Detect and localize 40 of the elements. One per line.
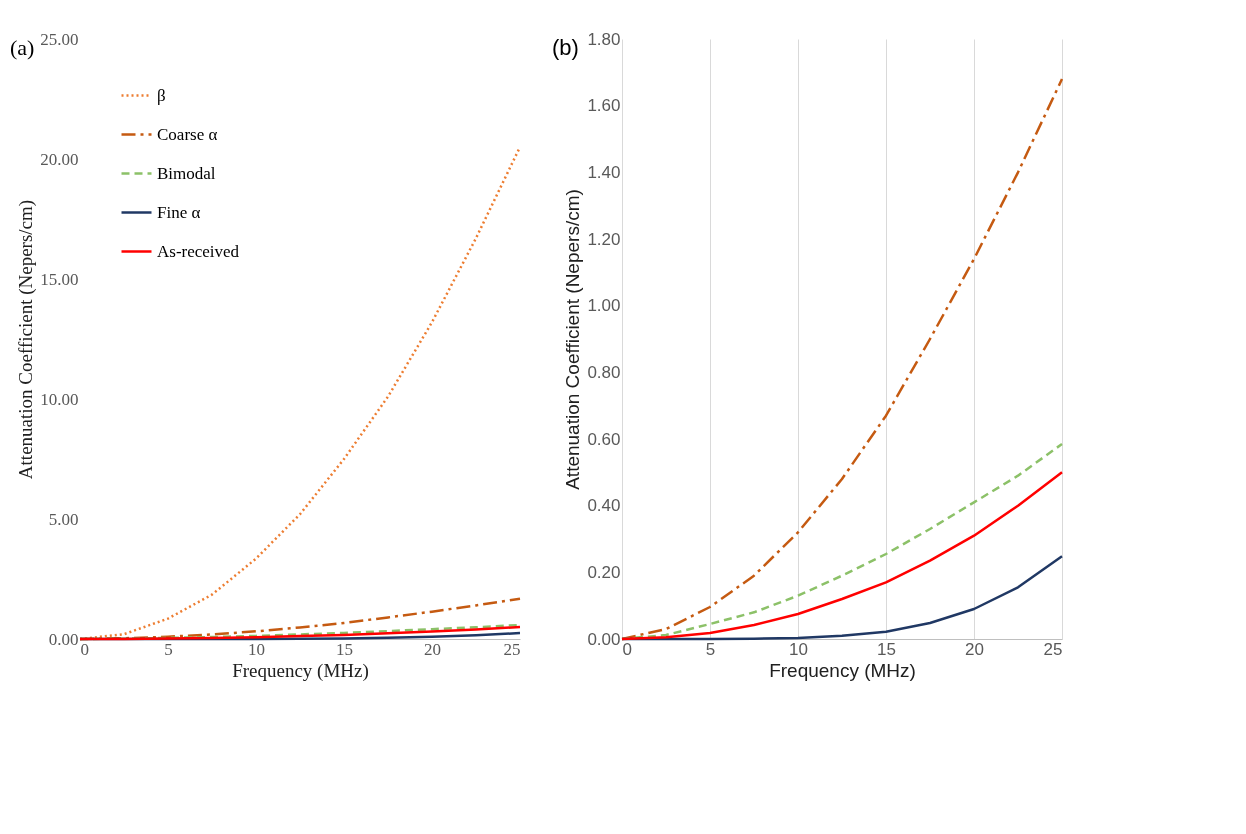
y-tick-label: 0.80 [587,362,621,382]
y-tick-label: 0.00 [587,629,621,649]
legend-label: As-received [157,241,240,261]
x-tick-label: 10 [248,639,265,659]
y-tick-label: 10.00 [40,389,79,409]
legend-label: β [157,85,166,105]
y-tick-label: 1.60 [587,96,621,116]
y-tick-label: 1.00 [587,296,621,316]
x-tick-label: 15 [336,639,353,659]
x-tick-label: 25 [503,639,521,659]
chart-title: (a) [10,35,35,60]
x-tick-label: 0 [622,639,632,659]
x-axis-title: Frequency (MHz) [769,659,916,681]
legend-label: Fine α [157,202,201,222]
y-axis-title: Attenuation Coefficient (Nepers/cm) [562,189,584,490]
chart-title: (b) [552,35,579,60]
x-tick-label: 0 [80,639,89,659]
y-tick-label: 1.40 [587,162,621,182]
y-tick-label: 0.00 [48,629,79,649]
x-axis-title: Frequency (MHz) [232,659,369,682]
x-tick-label: 20 [424,639,441,659]
x-tick-label: 5 [164,639,173,659]
y-tick-label: 5.00 [48,509,79,529]
y-axis-title: Attenuation Coefficient (Nepers/cm) [15,199,38,480]
y-tick-label: 25.00 [40,29,79,49]
x-tick-label: 20 [965,639,984,659]
y-tick-label: 0.20 [587,562,621,582]
y-tick-label: 1.20 [587,229,621,249]
y-tick-label: 1.80 [587,29,621,49]
y-tick-label: 0.40 [587,496,621,516]
x-tick-label: 25 [1043,639,1063,659]
y-tick-label: 15.00 [40,269,79,289]
y-tick-label: 20.00 [40,149,79,169]
x-tick-label: 10 [789,639,808,659]
legend-label: Coarse α [157,124,218,144]
legend-label: Bimodal [157,163,216,183]
line-series [620,77,1064,641]
y-tick-label: 0.60 [587,429,621,449]
x-tick-label: 5 [705,639,716,659]
x-tick-label: 15 [877,639,896,659]
